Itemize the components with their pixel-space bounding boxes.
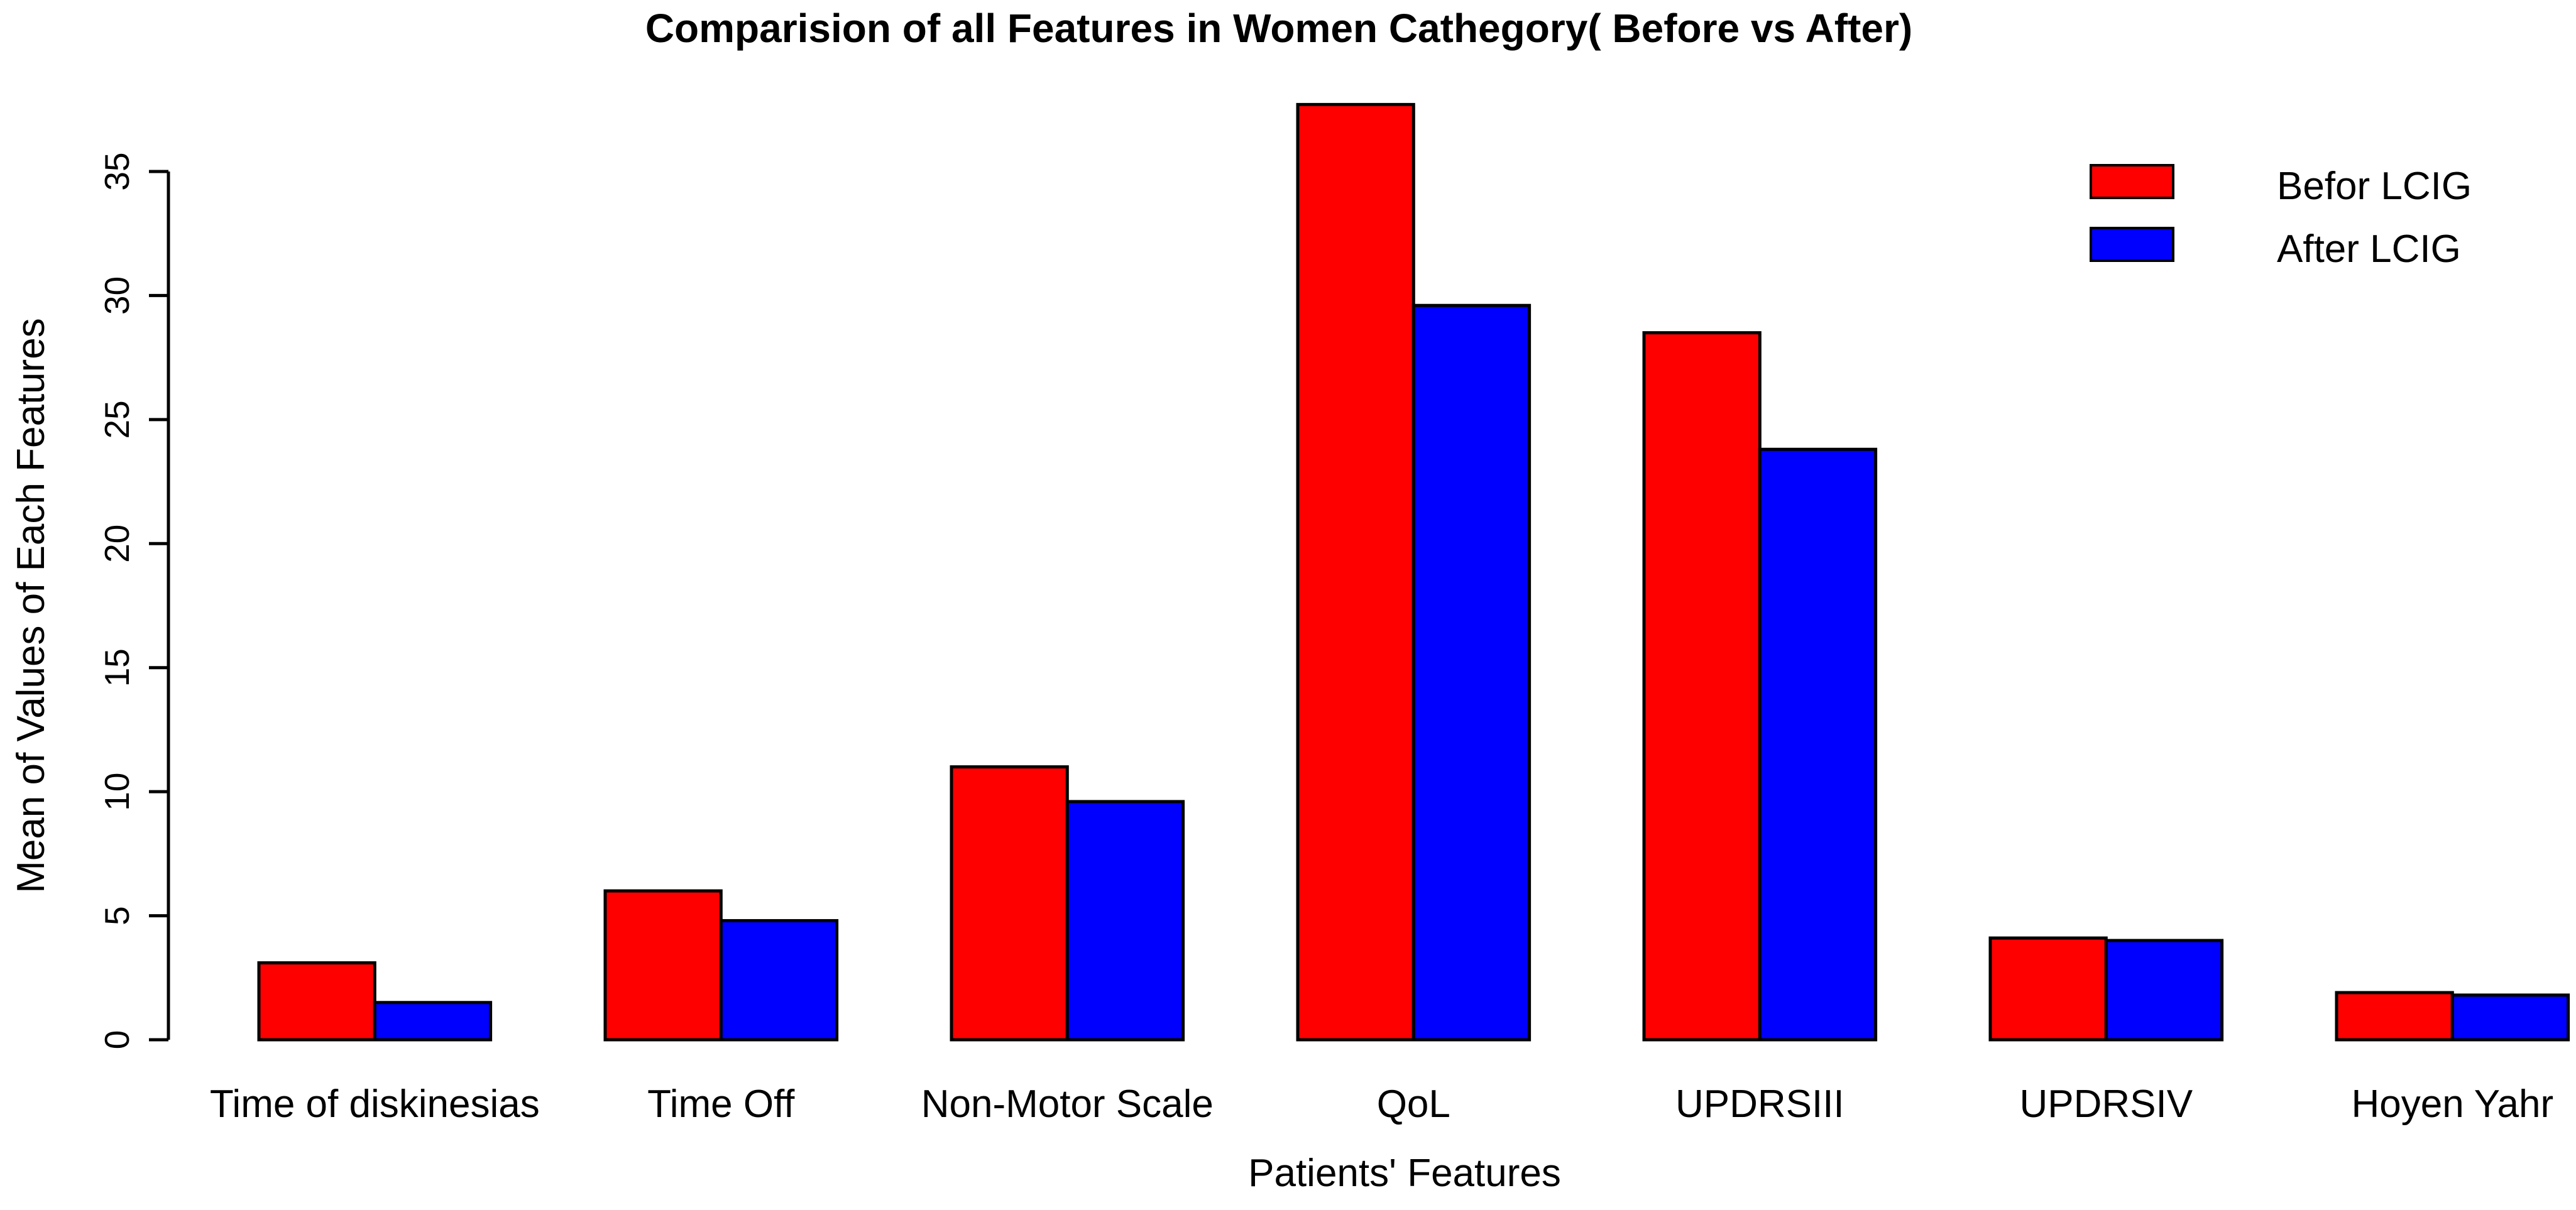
bar-after-lcig-5 xyxy=(2104,939,2224,1042)
bar-after-lcig-0 xyxy=(373,1001,493,1042)
category-label-3: QoL xyxy=(1377,1082,1450,1126)
category-label-6: Hoyen Yahr xyxy=(2351,1082,2553,1126)
bar-befor-lcig-1 xyxy=(603,889,723,1042)
bar-befor-lcig-0 xyxy=(257,961,376,1042)
legend-label-0: Befor LCIG xyxy=(2277,165,2472,208)
y-tick-label-5: 25 xyxy=(97,400,136,439)
category-label-1: Time Off xyxy=(647,1082,795,1126)
legend-swatch-1 xyxy=(2090,227,2174,262)
y-tick-label-1: 5 xyxy=(97,906,136,925)
bar-befor-lcig-2 xyxy=(950,765,1069,1042)
chart-title: Comparision of all Features in Women Cat… xyxy=(645,6,1912,51)
bar-after-lcig-6 xyxy=(2450,993,2570,1042)
y-tick-label-0: 0 xyxy=(97,1030,136,1050)
bar-befor-lcig-6 xyxy=(2335,991,2454,1042)
bar-befor-lcig-3 xyxy=(1296,102,1415,1042)
y-axis-label: Mean of Values of Each Features xyxy=(9,318,53,893)
bar-befor-lcig-4 xyxy=(1642,331,1762,1042)
bar-after-lcig-2 xyxy=(1065,800,1185,1042)
category-label-4: UPDRSIII xyxy=(1675,1082,1844,1126)
y-tick-label-6: 30 xyxy=(97,276,136,315)
bar-after-lcig-4 xyxy=(1758,447,1878,1042)
y-tick-label-3: 15 xyxy=(97,648,136,687)
y-tick-label-2: 10 xyxy=(97,773,136,811)
y-axis: 0 5 10 15 20 25 30 35 xyxy=(97,152,170,1050)
legend-swatch-0 xyxy=(2090,164,2174,199)
legend: Befor LCIG After LCIG xyxy=(2090,164,2472,271)
bar-after-lcig-3 xyxy=(1411,303,1532,1042)
legend-label-1: After LCIG xyxy=(2277,227,2461,271)
x-axis-label: Patients' Features xyxy=(1248,1152,1561,1195)
category-label-0: Time of diskinesias xyxy=(210,1082,540,1126)
y-tick-label-4: 20 xyxy=(97,525,136,563)
bar-befor-lcig-5 xyxy=(1988,936,2108,1042)
category-label-5: UPDRSIV xyxy=(2019,1082,2193,1126)
y-tick-label-7: 35 xyxy=(97,152,136,190)
bars xyxy=(257,102,2570,1042)
category-label-2: Non-Motor Scale xyxy=(921,1082,1214,1126)
category-labels: Time of diskinesias Time Off Non-Motor Sca… xyxy=(210,1082,2553,1126)
bar-after-lcig-1 xyxy=(719,918,839,1042)
